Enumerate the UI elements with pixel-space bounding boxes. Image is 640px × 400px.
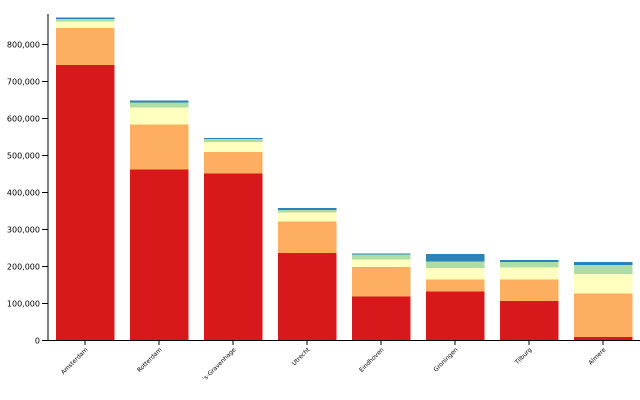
y-tick-label: 400,000 xyxy=(7,189,40,198)
x-axis: Amsterdam Rotterdam 's-Gravenhage Utrecht Ei… xyxy=(48,340,640,383)
bar-stack-2 xyxy=(203,138,263,340)
bar-stack-3 xyxy=(277,208,337,340)
x-tick-label: 's-Gravenhage xyxy=(201,346,237,382)
bar-segment-3 xyxy=(499,261,559,268)
y-tick-label: 0 xyxy=(35,337,40,346)
bar-segment-2 xyxy=(203,141,263,152)
bar-segment-2 xyxy=(425,267,485,280)
y-tick-label: 800,000 xyxy=(7,41,40,50)
x-tick-label: Tilburg xyxy=(513,346,533,366)
bar-segment-0 xyxy=(573,337,633,340)
bar-segment-4 xyxy=(129,100,189,103)
bar-segment-0 xyxy=(203,173,263,340)
y-axis: 0 100,000 200,000 300,000 400,000 500,000 600,… xyxy=(7,14,49,346)
bar-stack-6 xyxy=(499,260,559,340)
x-tick-label: Eindhoven xyxy=(358,346,385,373)
bar-segment-1 xyxy=(425,279,485,292)
bar-segment-1 xyxy=(129,124,189,170)
bar-segment-4 xyxy=(55,17,115,20)
bar-segment-1 xyxy=(573,293,633,337)
y-tick-label: 200,000 xyxy=(7,263,40,272)
bar-segment-1 xyxy=(351,267,411,297)
bar-stack-1 xyxy=(129,100,189,340)
bar-segment-2 xyxy=(351,259,411,267)
bar-segment-4 xyxy=(277,208,337,210)
x-tick-label: Rotterdam xyxy=(136,346,163,373)
bar-segment-3 xyxy=(573,265,633,275)
bar-segment-3 xyxy=(129,102,189,108)
bar-segment-2 xyxy=(129,107,189,125)
bar-stack-0 xyxy=(55,17,115,340)
bar-stack-7 xyxy=(573,261,633,340)
bar-segment-4 xyxy=(573,261,633,266)
bars xyxy=(55,17,633,340)
bar-segment-2 xyxy=(277,212,337,222)
x-tick-label: Almere xyxy=(587,346,607,366)
x-tick-label: Amsterdam xyxy=(60,346,90,376)
bar-segment-3 xyxy=(277,210,337,213)
y-tick-label: 700,000 xyxy=(7,78,40,87)
bar-segment-0 xyxy=(499,301,559,340)
bar-segment-1 xyxy=(203,151,263,174)
bar-stack-5 xyxy=(425,254,485,340)
x-tick-label: Groningen xyxy=(432,346,459,373)
bar-segment-1 xyxy=(277,221,337,253)
bar-segment-2 xyxy=(55,21,115,29)
bar-segment-0 xyxy=(55,65,115,340)
bar-segment-4 xyxy=(351,253,411,255)
y-tick-label: 600,000 xyxy=(7,115,40,124)
bar-segment-3 xyxy=(55,19,115,22)
bar-segment-2 xyxy=(499,267,559,280)
bar-segment-0 xyxy=(129,169,189,340)
y-tick-label: 500,000 xyxy=(7,152,40,161)
y-tick-label: 300,000 xyxy=(7,226,40,235)
bar-segment-0 xyxy=(425,291,485,340)
bar-segment-3 xyxy=(425,261,485,268)
bar-segment-4 xyxy=(499,260,559,262)
bar-segment-0 xyxy=(351,296,411,340)
bar-segment-2 xyxy=(573,274,633,294)
x-tick-label: Utrecht xyxy=(291,346,312,367)
y-tick-label: 100,000 xyxy=(7,300,40,309)
bar-segment-3 xyxy=(203,139,263,142)
bar-segment-4 xyxy=(203,138,263,140)
bar-segment-0 xyxy=(277,252,337,340)
bar-segment-1 xyxy=(55,28,115,66)
bar-segment-4 xyxy=(425,254,485,262)
bar-segment-3 xyxy=(351,254,411,260)
bar-segment-1 xyxy=(499,279,559,302)
bar-stack-4 xyxy=(351,253,411,340)
